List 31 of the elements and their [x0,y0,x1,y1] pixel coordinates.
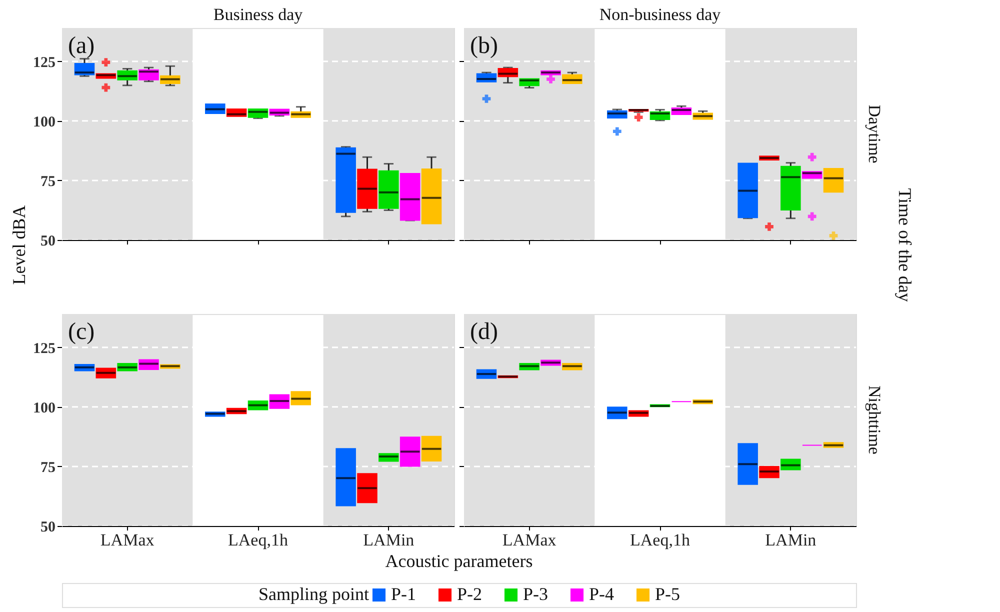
y-tick-label: 75 [40,174,56,190]
y-tick-label: 125 [33,340,56,357]
x-tick-label: LAMin [363,530,415,550]
y-axis-title: Level dBA [9,205,29,285]
y2-axis-title: Daytime [865,104,884,164]
y-tick-label: 100 [33,400,56,416]
legend-title: Sampling point [258,584,369,604]
y-tick-label: 125 [33,54,56,71]
x-tick-label: LAMax [100,530,155,550]
legend-label: P-1 [391,584,416,604]
legend-label: P-4 [589,584,614,604]
chart-title: Non-business day [599,5,722,24]
y-tick-label: 100 [33,114,56,130]
y-tick-label: 50 [40,520,56,536]
y2-axis-title: Nighttime [865,386,884,454]
y-tick-label: 50 [40,234,56,250]
annotation: (a) [68,33,95,59]
x-tick-label: LAeq,1h [630,530,690,550]
legend-label: P-2 [457,584,482,604]
x-tick-label: LAMax [502,530,557,550]
chart-title: Business day [213,5,304,24]
annotation: (c) [68,319,95,345]
legend-label: P-3 [523,584,548,604]
annotation: (b) [470,33,498,59]
text: Time of the day [895,188,915,302]
annotation: (d) [470,319,498,345]
x-axis-title: Acoustic parameters [385,551,533,571]
legend-label: P-5 [655,584,680,604]
x-tick-label: LAeq,1h [228,530,288,550]
x-tick-label: LAMin [765,530,817,550]
y-tick-label: 75 [40,460,56,476]
